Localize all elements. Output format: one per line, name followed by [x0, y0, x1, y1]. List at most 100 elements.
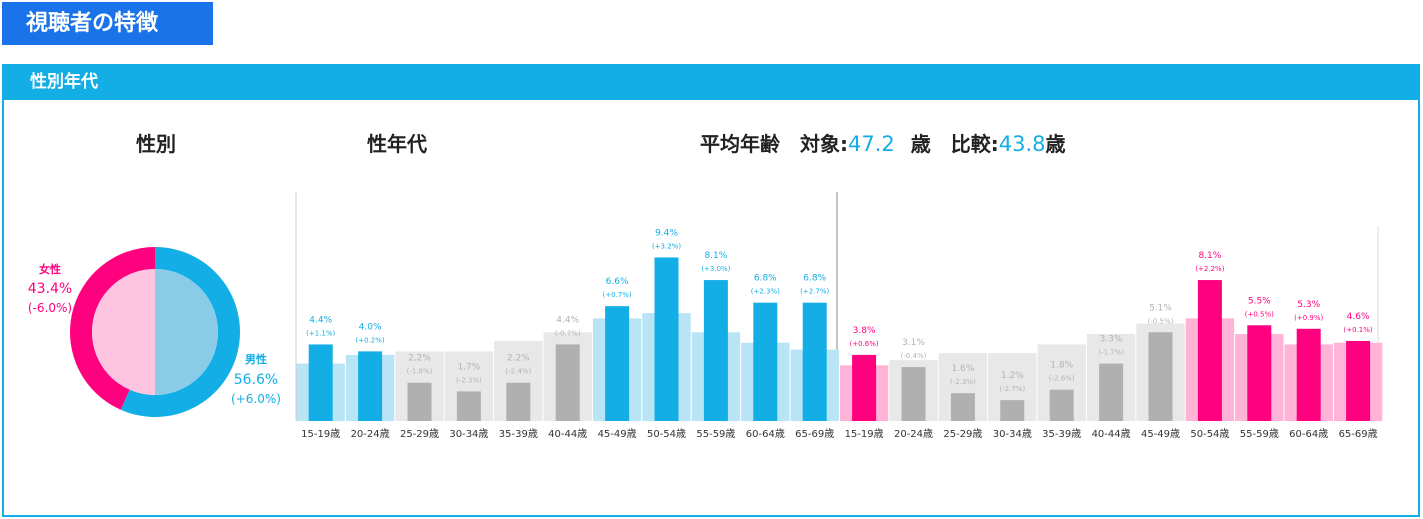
x-tick-label: 30-34歳 [993, 428, 1032, 440]
value-bar [308, 344, 333, 421]
value-bar [852, 354, 877, 421]
x-tick-label: 20-24歳 [351, 428, 390, 440]
bar-value-label: 5.1% [1149, 303, 1172, 313]
bar-diff-label: (+0.5%) [1245, 310, 1274, 318]
bar-diff-label: (+0.6%) [850, 340, 879, 348]
bar-value-label: 1.2% [1001, 371, 1024, 381]
pie-inner-female [92, 269, 155, 395]
x-tick-label: 60-64歳 [1289, 428, 1328, 440]
bar-value-label: 6.8% [754, 274, 777, 284]
bar-value-label: 1.6% [951, 364, 974, 374]
bar-diff-label: (+0.2%) [356, 336, 385, 344]
value-bar [407, 382, 432, 421]
value-bar [802, 302, 827, 421]
bar-diff-label: (-2.4%) [505, 368, 531, 376]
bar-diff-label: (-2.7%) [999, 385, 1025, 393]
value-bar [358, 351, 383, 421]
bar-diff-label: (+0.9%) [1294, 314, 1323, 322]
bar-diff-label: (-2.3%) [456, 376, 482, 384]
x-tick-label: 35-39歳 [1042, 428, 1081, 440]
bar-value-label: 3.8% [853, 326, 876, 336]
bar-value-label: 5.5% [1248, 296, 1271, 306]
section-panel: 性別年代 [2, 64, 1420, 517]
value-bar [654, 257, 679, 421]
average-age-compare: 43.8 [998, 132, 1046, 156]
pie-diff-female: (-6.0%) [28, 301, 72, 315]
x-tick-label: 20-24歳 [894, 428, 933, 440]
bar-diff-label: (-2.6%) [1049, 375, 1075, 383]
average-age-target: 47.2 [848, 132, 895, 156]
x-tick-label: 25-29歳 [400, 428, 439, 440]
bar-diff-label: (+0.7%) [603, 291, 632, 299]
value-bar [1296, 328, 1321, 421]
bar-value-label: 5.3% [1297, 300, 1320, 310]
pie-value-male: 56.6% [234, 372, 278, 388]
x-tick-label: 65-69歳 [1339, 428, 1378, 440]
bar-value-label: 1.7% [457, 362, 480, 372]
bar-diff-label: (-2.3%) [950, 378, 976, 386]
value-bar [456, 391, 481, 421]
x-tick-label: 35-39歳 [499, 428, 538, 440]
value-bar [605, 306, 630, 421]
bar-diff-label: (-0.5%) [1148, 317, 1174, 325]
gender-heading: 性別 [136, 132, 176, 156]
bar-value-label: 8.1% [1198, 251, 1221, 261]
bar-value-label: 4.4% [556, 315, 579, 325]
x-tick-label: 50-54歳 [647, 428, 686, 440]
bar-value-label: 4.6% [1347, 312, 1370, 322]
pie-slice-male [120, 247, 240, 417]
bar-value-label: 9.4% [655, 228, 678, 238]
x-tick-label: 45-49歳 [598, 428, 637, 440]
x-tick-label: 15-19歳 [845, 428, 884, 440]
value-bar [950, 393, 975, 421]
age-heading: 性年代 [367, 132, 427, 156]
value-bar [901, 367, 926, 421]
page-title: 視聴者の特徴 [2, 2, 213, 45]
bar-diff-label: (+3.0%) [701, 265, 730, 273]
x-tick-label: 40-44歳 [1092, 428, 1131, 440]
pie-inner-male [155, 269, 218, 395]
value-bar [753, 302, 778, 421]
bar-diff-label: (+3.2%) [652, 242, 681, 250]
bar-diff-label: (-1.7%) [1098, 349, 1124, 357]
bar-diff-label: (-1.8%) [407, 368, 433, 376]
value-bar [1247, 325, 1272, 421]
bar-diff-label: (-0.4%) [901, 352, 927, 360]
pie-value-female: 43.4% [28, 281, 72, 297]
value-bar [1148, 332, 1173, 421]
bar-diff-label: (+2.7%) [800, 288, 829, 296]
average-age-heading: 平均年齢 対象:47.2 歳 比較:43.8歳 [700, 128, 1066, 157]
bar-value-label: 8.1% [704, 251, 727, 261]
bar-value-label: 4.0% [359, 322, 382, 332]
x-tick-label: 25-29歳 [943, 428, 982, 440]
bar-diff-label: (+2.3%) [751, 288, 780, 296]
bar-diff-label: (+2.2%) [1195, 265, 1224, 273]
bar-diff-label: (-0.7%) [555, 329, 581, 337]
x-tick-label: 45-49歳 [1141, 428, 1180, 440]
value-bar [703, 280, 728, 421]
bar-value-label: 3.1% [902, 338, 925, 348]
x-tick-label: 50-54歳 [1190, 428, 1229, 440]
x-tick-label: 15-19歳 [301, 428, 340, 440]
value-bar [1346, 340, 1371, 421]
bar-diff-label: (+0.1%) [1344, 326, 1373, 334]
bar-value-label: 6.8% [803, 274, 826, 284]
value-bar [1000, 400, 1025, 421]
bar-value-label: 2.2% [507, 354, 530, 364]
bar-value-label: 4.4% [309, 315, 332, 325]
pie-label-male: 男性 [245, 352, 267, 366]
section-title: 性別年代 [4, 64, 1418, 100]
bar-value-label: 1.8% [1050, 361, 1073, 371]
value-bar [1099, 363, 1124, 421]
average-age-unit-mid: 歳 比較: [910, 132, 999, 156]
x-tick-label: 60-64歳 [746, 428, 785, 440]
pie-diff-male: (+6.0%) [231, 392, 281, 406]
pie-slice-female [69, 247, 155, 410]
value-bar [1197, 280, 1222, 421]
value-bar [506, 382, 531, 421]
bar-value-label: 2.2% [408, 354, 431, 364]
average-age-unit-end: 歳 [1045, 132, 1066, 156]
value-bar [1049, 389, 1074, 421]
bar-value-label: 6.6% [606, 277, 629, 287]
